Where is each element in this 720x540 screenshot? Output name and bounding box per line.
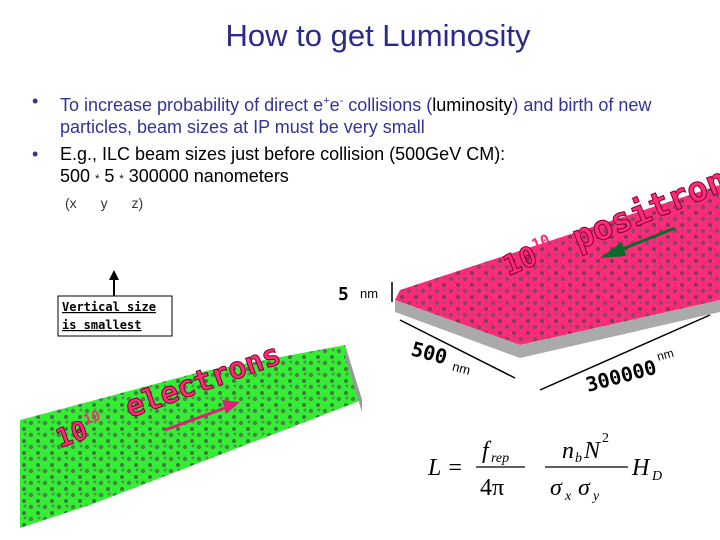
arrow-head [222,400,240,414]
text: collisions ( [343,95,433,115]
label: nm [655,346,675,364]
formula-part: 2 [602,431,609,446]
formula-part: σ [578,475,591,501]
label-group: 300000 nm [583,346,675,397]
text: luminosity [432,95,513,115]
text: ) and birth of new particles, beam sizes… [60,95,652,137]
dimension [399,319,516,379]
label: nm [360,286,378,301]
formula: L = f rep 4π n b N 2 σ x σ y H D [427,431,662,504]
label-box [57,295,173,337]
text: e [329,95,340,115]
text: 300000 nanometers [128,166,289,186]
formula-part: L = [427,455,463,481]
text: y [100,195,108,211]
beam-particles [20,345,362,528]
formula-part: n [562,438,574,464]
slide-title: How to get Luminosity [225,18,531,53]
label: is smallest [62,318,141,332]
arrow-head [600,242,626,258]
beam-edge [345,345,362,412]
text: (x [65,195,77,211]
bullet: • E.g., ILC beam sizes just before colli… [32,143,700,190]
text: * [119,173,124,185]
text: 5 [104,166,115,186]
arrow [619,226,676,252]
beam-particles [395,185,720,345]
formula-part: y [591,489,600,504]
formula-part: 4π [480,475,504,501]
arrow-head [109,270,119,280]
label: nm [451,359,472,378]
bullet-dot: • [32,144,39,164]
text: 500 [60,166,91,186]
formula-part: σ [550,475,563,501]
beam-edge [395,300,720,358]
formula-part: H [631,455,651,481]
label-group: 500 nm [409,337,472,378]
axes-note: (x y z) [65,195,143,211]
formula-part: N [583,438,602,464]
bullet: • To increase probability of direct e+e-… [32,90,700,138]
formula-part: D [651,469,662,484]
formula-part: rep [491,451,509,466]
label: 10 [82,408,103,429]
label: Vertical size [62,300,156,314]
text: + [323,95,330,107]
arrow [164,406,226,432]
bullet-dot: • [32,91,39,111]
dimension [539,314,711,391]
text: * [95,173,100,185]
text: - [339,95,344,107]
text: E.g., ILC beam sizes just before collisi… [60,144,506,164]
label: 10 [529,231,552,254]
label: 5 [338,284,349,305]
label: 300000 [583,355,659,397]
text: z) [131,195,144,211]
formula-part: f [482,438,492,464]
formula-part: b [575,451,582,466]
formula-part: x [564,489,572,504]
text: To increase probability of direct e [60,95,324,115]
